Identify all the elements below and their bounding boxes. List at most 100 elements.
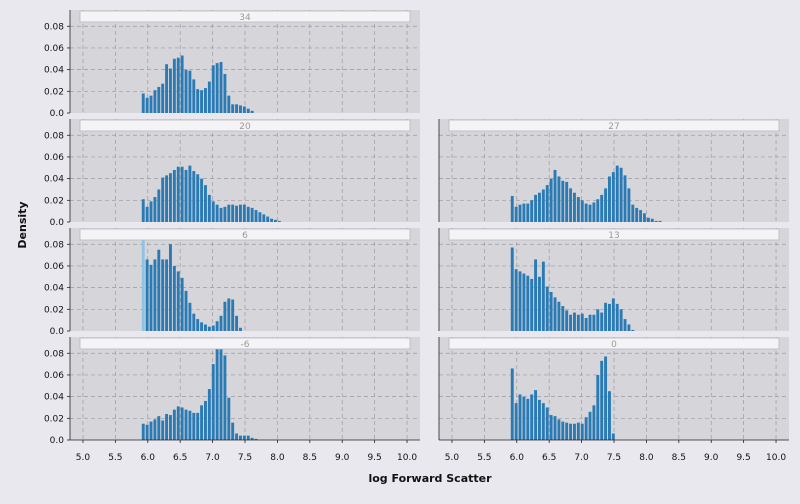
- histogram-bar: [592, 405, 596, 440]
- histogram-bar: [211, 201, 215, 222]
- histogram-bar: [246, 435, 250, 440]
- histogram-bar: [184, 69, 188, 113]
- y-tick-label: 0.0: [50, 109, 65, 119]
- histogram-bar: [153, 197, 157, 222]
- x-tick-label: 6.5: [173, 453, 187, 463]
- histogram-bar: [538, 399, 541, 440]
- histogram-bar: [188, 302, 192, 331]
- histogram-bar: [654, 220, 658, 222]
- histogram-bar: [239, 105, 242, 113]
- histogram-bar: [242, 204, 246, 222]
- histogram-bar: [565, 422, 569, 440]
- y-tick-label: 0.04: [44, 175, 64, 185]
- histogram-bar: [204, 88, 207, 113]
- histogram-bar: [510, 247, 514, 331]
- histogram-bar: [518, 271, 522, 331]
- histogram-bar: [145, 97, 149, 113]
- histogram-bar: [549, 291, 553, 331]
- histogram-bar: [510, 368, 514, 440]
- histogram-bar: [254, 210, 258, 222]
- histogram-bar: [557, 419, 561, 440]
- histogram-bar: [231, 422, 235, 440]
- histogram-bar: [580, 313, 584, 331]
- histogram-bar: [231, 204, 235, 222]
- histogram-bar: [588, 204, 592, 222]
- histogram-bar: [246, 108, 250, 113]
- facet-strip: [79, 228, 411, 241]
- histogram-bar: [650, 218, 654, 222]
- x-tick-label: 5.5: [108, 453, 122, 463]
- histogram-bar: [184, 290, 188, 331]
- y-tick-label: 0.0: [50, 327, 65, 337]
- histogram-bar: [172, 169, 176, 222]
- panel-5: -6 0.0 0.02 0.04 0.06 0.08: [44, 337, 420, 446]
- x-tick-label: 5.0: [445, 453, 460, 463]
- histogram-bar: [207, 194, 211, 222]
- histogram-bar: [157, 416, 161, 440]
- y-tick-label: 0.02: [44, 87, 64, 97]
- histogram-bar: [188, 165, 192, 222]
- histogram-bar: [608, 303, 611, 331]
- y-tick-label: 0.02: [44, 196, 64, 206]
- y-tick-label: 0.0: [50, 436, 65, 446]
- histogram-bar: [553, 416, 557, 440]
- y-tick-label: 0.06: [44, 153, 64, 163]
- histogram-bar: [526, 203, 530, 222]
- x-tick-label: 7.5: [238, 453, 252, 463]
- histogram-bar: [161, 83, 165, 113]
- histogram-bar: [157, 189, 161, 222]
- histogram-bar: [211, 65, 215, 113]
- histogram-bar: [530, 394, 534, 440]
- histogram-bar: [526, 275, 530, 331]
- histogram-bar: [639, 210, 643, 222]
- histogram-bar: [611, 172, 615, 222]
- histogram-bar: [514, 403, 518, 440]
- histogram-bar: [227, 204, 231, 222]
- histogram-bar: [192, 412, 196, 440]
- histogram-bar: [522, 203, 526, 222]
- x-tick-label: 9.0: [335, 453, 350, 463]
- histogram-bar: [584, 417, 588, 440]
- histogram-bar: [215, 321, 219, 331]
- histogram-bar: [530, 278, 534, 331]
- histogram-bar: [557, 176, 561, 222]
- histogram-bar: [623, 175, 627, 222]
- facet-strip: [448, 337, 780, 350]
- x-tick-label: 5.0: [76, 453, 91, 463]
- histogram-bar: [522, 396, 526, 440]
- x-tick-label: 6.0: [510, 453, 525, 463]
- histogram-bar: [600, 312, 604, 331]
- facet-title: 20: [239, 122, 251, 132]
- x-tick-label: 8.5: [303, 453, 317, 463]
- histogram-bar: [534, 390, 538, 440]
- histogram-bar: [623, 319, 627, 331]
- histogram-bar: [518, 394, 522, 440]
- y-tick-label: 0.0: [50, 218, 65, 228]
- histogram-bar: [207, 326, 211, 331]
- histogram-bar: [584, 317, 588, 331]
- histogram-bar: [611, 298, 615, 331]
- histogram-bar: [530, 200, 534, 222]
- histogram-bar: [161, 177, 165, 222]
- facet-strip: [448, 228, 780, 241]
- histogram-bar: [545, 286, 549, 331]
- x-tick-label: 9.5: [736, 453, 750, 463]
- histogram-bar: [545, 407, 549, 440]
- y-tick-label: 0.08: [44, 22, 64, 32]
- histogram-bar: [180, 55, 184, 113]
- histogram-bar: [561, 421, 565, 440]
- histogram-bar: [153, 419, 157, 440]
- x-tick-label: 10.0: [397, 453, 417, 463]
- histogram-bar: [235, 104, 239, 113]
- histogram-bar: [514, 206, 518, 222]
- histogram-bar: [569, 188, 573, 222]
- histogram-bar: [165, 175, 169, 222]
- histogram-bar: [153, 90, 157, 113]
- histogram-bar: [580, 200, 584, 222]
- histogram-bar: [176, 271, 180, 331]
- histogram-bar: [619, 167, 623, 222]
- histogram-bar: [615, 303, 619, 331]
- y-tick-label: 0.08: [44, 131, 64, 141]
- facet-title: 0: [611, 340, 617, 350]
